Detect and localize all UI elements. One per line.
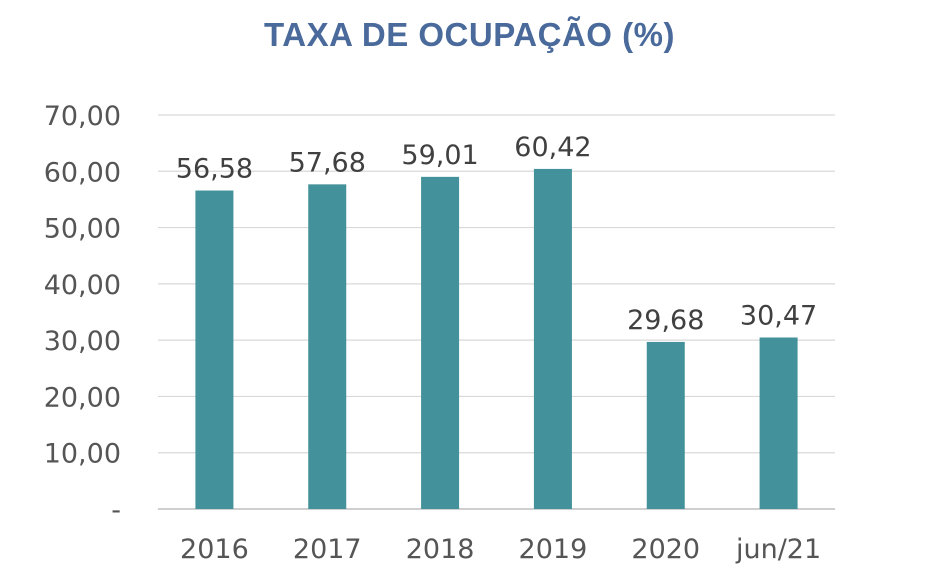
y-tick-label: 10,00 [44, 439, 121, 470]
x-tick-label: jun/21 [735, 534, 821, 565]
x-axis-ticks: 2016 2017 2018 2019 2020 jun/21 [180, 534, 821, 565]
bar [308, 184, 347, 509]
bar [533, 168, 572, 510]
data-label: 56,58 [176, 154, 253, 185]
y-tick-label: 50,00 [44, 214, 121, 245]
x-tick-label: 2016 [180, 534, 249, 565]
x-tick-label: 2020 [631, 534, 700, 565]
data-label: 60,42 [514, 132, 591, 163]
x-tick-label: 2019 [519, 534, 588, 565]
y-axis-ticks: - 10,00 20,00 30,00 40,00 50,00 60,00 70,00 [44, 101, 121, 526]
y-tick-label: 70,00 [44, 101, 121, 132]
chart-title: TAXA DE OCUPAÇÃO (%) [264, 16, 675, 53]
data-label: 59,01 [401, 140, 478, 171]
bar [195, 190, 234, 509]
y-tick-label: - [111, 495, 121, 526]
gridlines [158, 114, 835, 510]
data-label: 30,47 [740, 300, 817, 331]
data-label: 29,68 [627, 305, 704, 336]
data-label: 57,68 [289, 147, 366, 178]
y-tick-label: 40,00 [44, 270, 121, 301]
x-tick-label: 2018 [406, 534, 475, 565]
y-tick-label: 20,00 [44, 382, 121, 413]
bars [195, 168, 798, 510]
y-tick-label: 30,00 [44, 326, 121, 357]
bar [759, 337, 798, 509]
y-tick-label: 60,00 [44, 157, 121, 188]
x-tick-label: 2017 [293, 534, 362, 565]
bar [646, 341, 685, 509]
bar [421, 176, 460, 509]
data-labels: 56,58 57,68 59,01 60,42 29,68 30,47 [176, 132, 817, 336]
